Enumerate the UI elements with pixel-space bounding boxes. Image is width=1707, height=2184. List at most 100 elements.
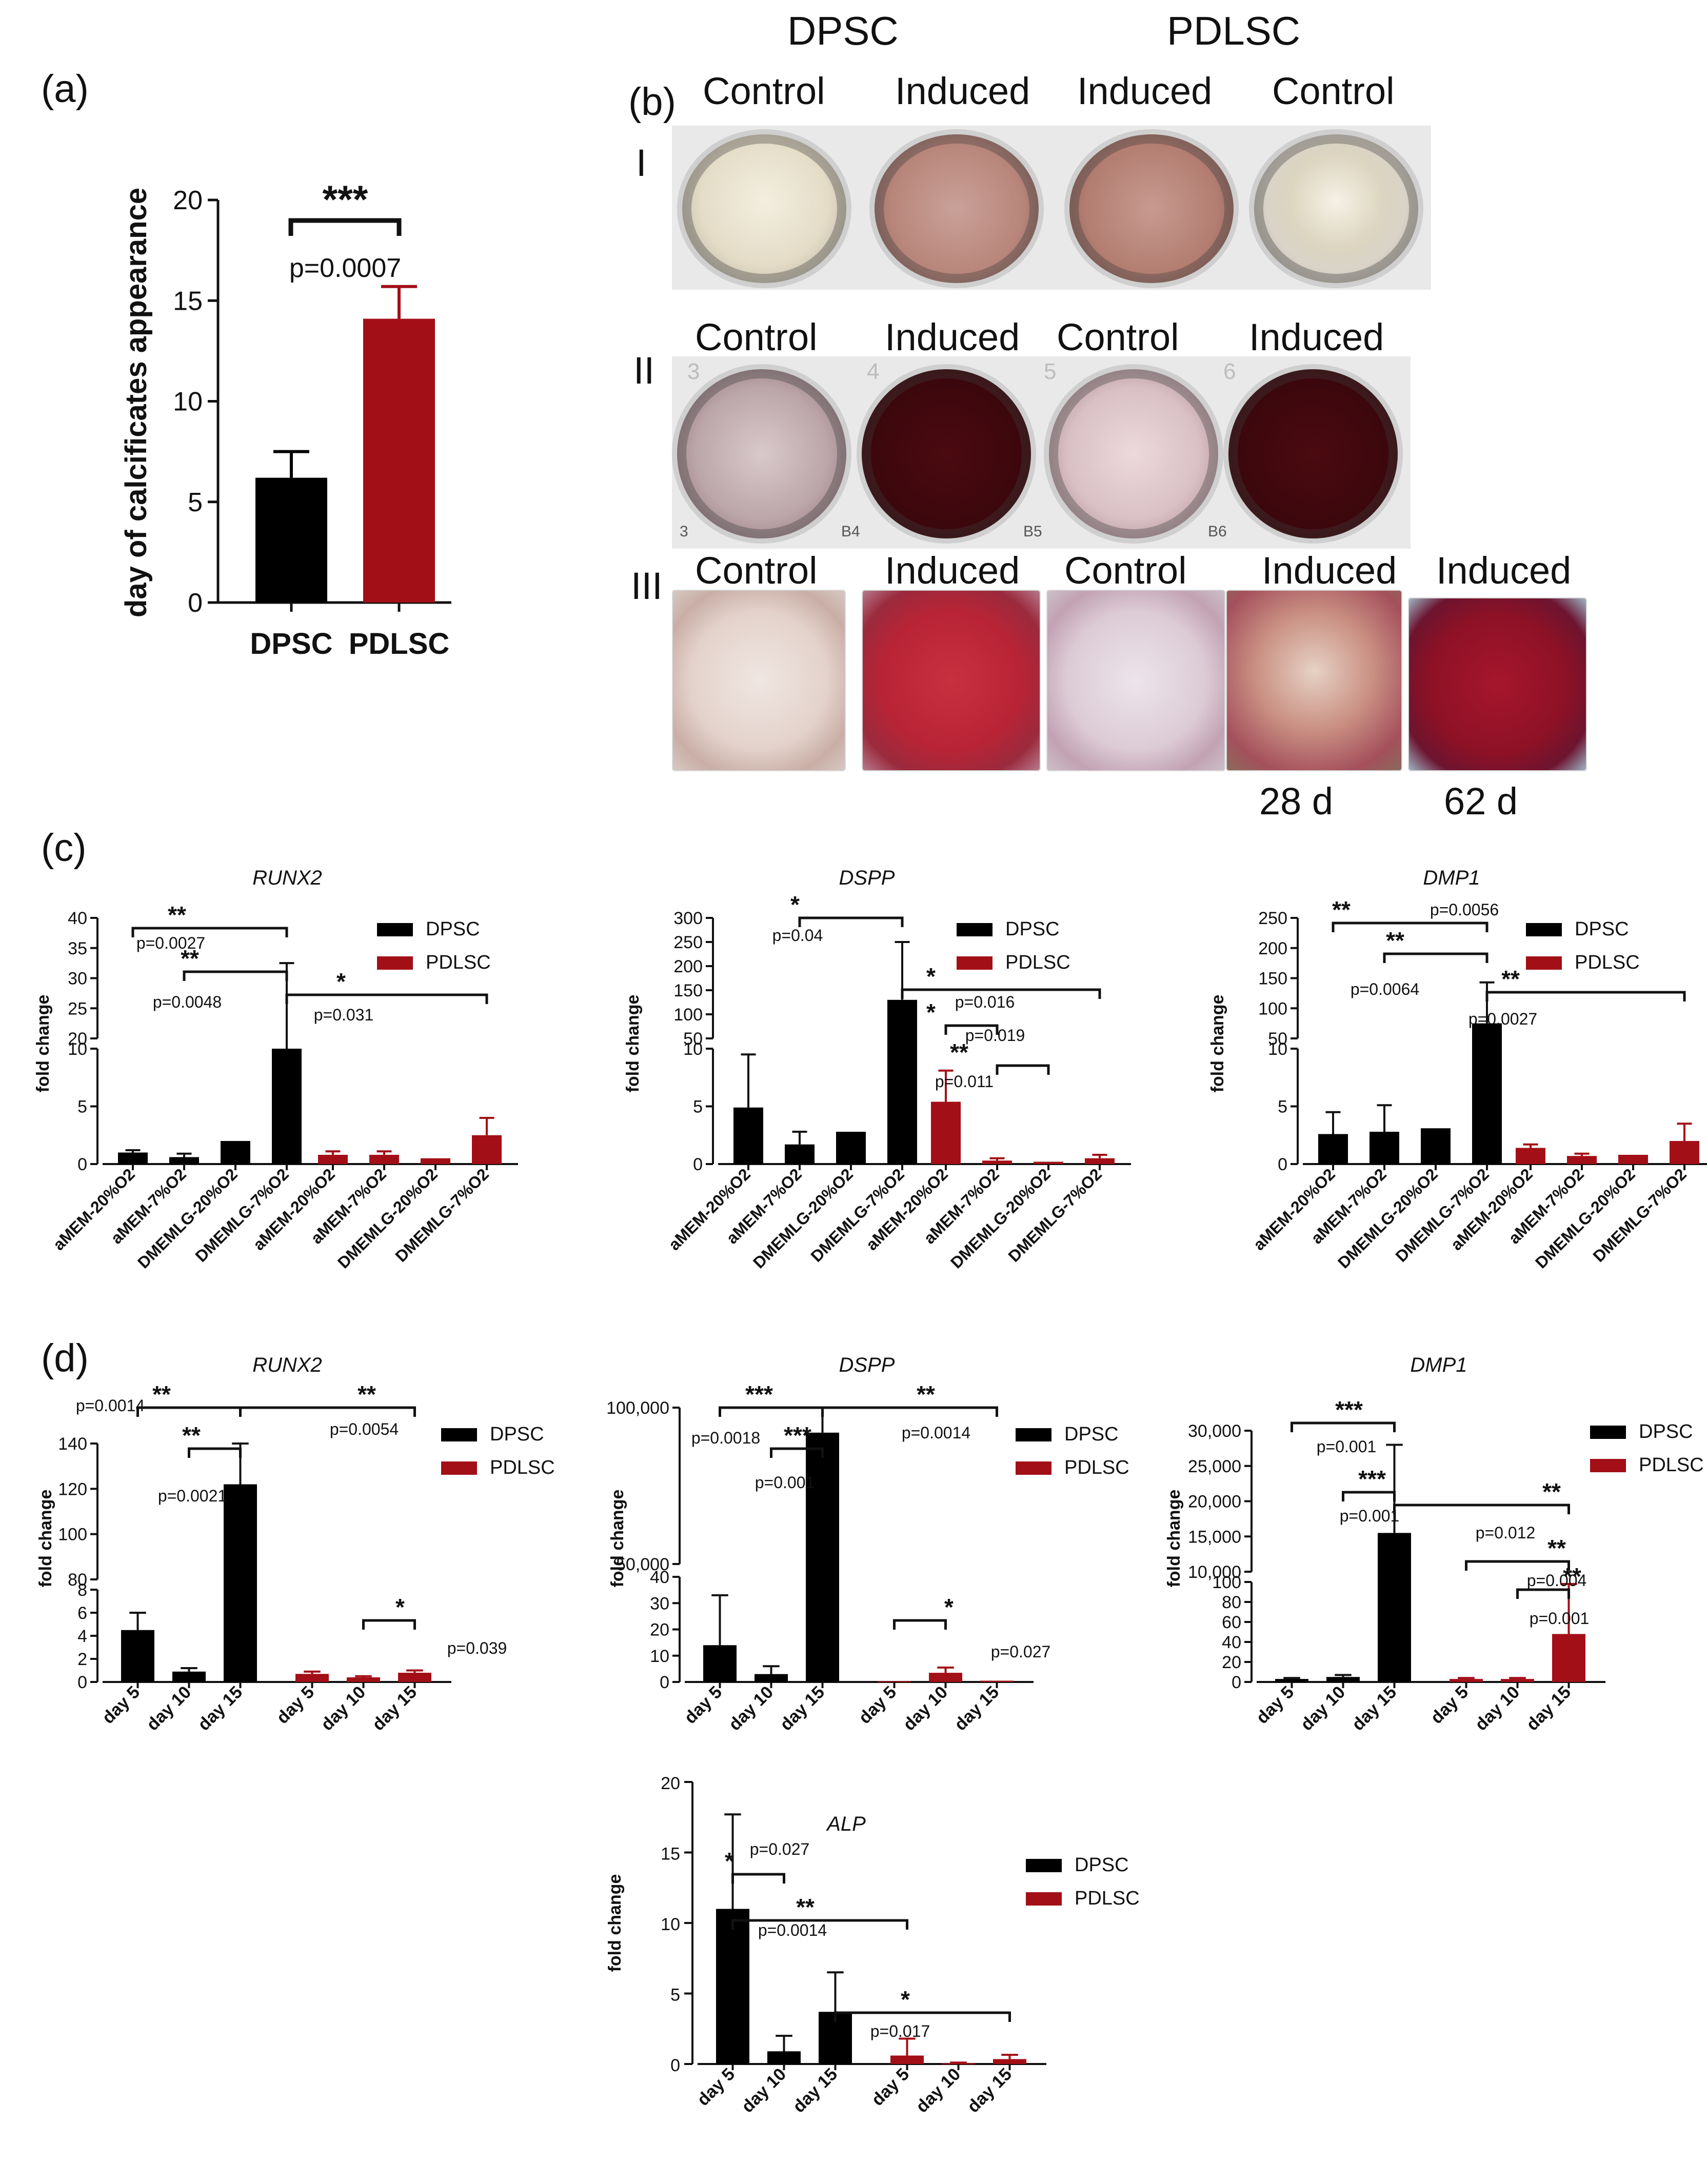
d-dmp1-ytick-label-high-4: 30,000 [1188, 1421, 1241, 1441]
d-dspp-title: DSPP [839, 1354, 895, 1376]
c-dmp1-bracket-1 [1383, 952, 1488, 963]
d-dmp1-ytick-label-high-3: 25,000 [1188, 1457, 1241, 1476]
d-dspp-bar-1 [755, 1674, 788, 1682]
a-ytick-label-4: 20 [173, 186, 203, 215]
d-dmp1-bar-2 [1378, 1533, 1411, 1682]
row3-label-1: Control [695, 549, 818, 592]
d-alp-bar-1 [767, 2051, 801, 2064]
c-dspp-errorbar-4 [938, 1069, 954, 1102]
well-row2-pdlsc-induced [1228, 369, 1398, 538]
d-dmp1-bracket-p-1: p=0.001 [1340, 1507, 1400, 1525]
d-dspp-bracket-p-1: p=0.001 [755, 1473, 815, 1492]
d-runx2-ytick-label-low-4: 8 [77, 1580, 87, 1600]
d-dmp1-bracket-p-0: p=0.001 [1317, 1437, 1377, 1456]
c-dmp1-xtick-label-7: DMEMLG-7%O2 [1590, 1165, 1690, 1265]
c-dmp1-errorbar-1 [1377, 1104, 1392, 1132]
plate-mark-5: 5 [1044, 359, 1057, 384]
row3-label-4: Induced [1262, 549, 1397, 592]
d-runx2-ytick-label-high-1: 100 [58, 1525, 87, 1545]
c-dmp1-errorbar-7 [1677, 1123, 1692, 1141]
c-dmp1-ytick-label-high-2: 150 [1258, 969, 1287, 989]
d-runx2-bracket-p-1: p=0.0021 [158, 1487, 227, 1505]
d-runx2-ytick-label-low-1: 2 [77, 1650, 87, 1669]
d-alp-xtick-label-2: day 15 [789, 2065, 841, 2117]
c-dmp1-ytick-label-low-0: 0 [1278, 1155, 1287, 1174]
d-dmp1-ytick-label-low-0: 0 [1232, 1673, 1241, 1692]
d-dspp-ytick-label-low-1: 10 [650, 1647, 669, 1666]
d-dmp1-xtick-label-1: day 10 [1297, 1682, 1349, 1735]
c-dspp-legend-label-1: PDLSC [1005, 952, 1070, 973]
c-runx2-bracket-p-1: p=0.0048 [153, 993, 222, 1011]
d-dmp1-bracket-1 [1342, 1491, 1396, 1501]
c-dspp-ytick-label-high-4: 250 [673, 933, 703, 952]
c-dspp-bracket-p-2: p=0.019 [965, 1026, 1025, 1045]
d-dspp-xtick-label-1: day 10 [725, 1682, 777, 1735]
d-alp-ytick-label-2: 10 [661, 1915, 680, 1934]
d-runx2-bar-4 [347, 1677, 380, 1682]
d-dspp-ytick-label-high-0: 50,000 [616, 1555, 669, 1574]
c-runx2-xtick-label-7: DMEMLG-7%O2 [392, 1165, 492, 1265]
d-alp-ytick-label-1: 5 [670, 1986, 680, 2005]
d-dmp1-bar-3 [1450, 1679, 1483, 1682]
header-pdlsc: PDLSC [1167, 8, 1301, 53]
d-alp-errorbar-4 [950, 2061, 967, 2064]
d-dmp1-ytick-label-low-4: 80 [1222, 1593, 1241, 1612]
d-runx2-ytick-label-high-3: 140 [58, 1434, 87, 1454]
a-bar-0 [255, 477, 327, 603]
d-runx2-ylabel: fold change [36, 1490, 55, 1588]
c-runx2-ylabel: fold change [33, 995, 53, 1093]
d-runx2-ytick-label-high-2: 120 [58, 1479, 87, 1499]
c-runx2-ytick-label-high-3: 35 [68, 939, 87, 958]
c-runx2-bracket-stars-0: ** [168, 901, 186, 928]
c-runx2-ytick-label-high-0: 20 [68, 1029, 87, 1049]
d-dspp-xtick-label-2: day 15 [776, 1682, 828, 1735]
d-runx2-xtick-label-4: day 10 [317, 1682, 369, 1735]
d-dspp-xtick-label-0: day 5 [681, 1682, 726, 1728]
d-dmp1-bracket-stars-3: ** [1547, 1535, 1566, 1561]
d-alp-bar-4 [942, 2063, 975, 2065]
d-alp-bar-5 [993, 2059, 1026, 2064]
a-ytick-label-1: 5 [188, 488, 203, 517]
plate-mark-b4: B4 [841, 523, 860, 540]
d-dmp1-xtick-label-4: day 10 [1471, 1682, 1523, 1735]
d-runx2-bar-3 [295, 1674, 329, 1682]
photo-row3-dpsc-control [672, 590, 846, 771]
c-dmp1-bracket-p-2: p=0.0027 [1468, 1010, 1537, 1028]
c-dmp1-bar-1 [1369, 1132, 1399, 1164]
well-row2-dpsc-control [677, 369, 846, 538]
d-alp-bracket-2 [834, 2011, 1011, 2022]
d-dmp1-ytick-label-low-1: 20 [1222, 1653, 1241, 1672]
d-dspp-ytick-label-low-3: 30 [650, 1594, 669, 1613]
d-alp-bar-3 [890, 2055, 924, 2064]
c-dmp1-bracket-p-0: p=0.0056 [1430, 900, 1499, 919]
c-dspp-bar-3 [887, 999, 917, 1164]
d-dmp1-ytick-label-high-0: 10,000 [1188, 1562, 1241, 1582]
d-runx2-legend-label-1: PDLSC [490, 1457, 555, 1478]
row1-label-2: Induced [895, 70, 1030, 112]
c-dmp1-bracket-2 [1485, 991, 1686, 1001]
d-dmp1-ytick-label-low-3: 60 [1222, 1613, 1241, 1632]
c-runx2-errorbar-0 [125, 1149, 141, 1153]
c-dspp-ytick-label-low-1: 5 [693, 1097, 703, 1117]
d-alp-bracket-stars-2: * [901, 1986, 910, 2013]
d-dspp-bracket-p-3: p=0.027 [991, 1642, 1051, 1661]
d-runx2-bracket-1 [188, 1447, 242, 1458]
d-runx2-bracket-0 [136, 1406, 242, 1417]
d-dmp1-bracket-4 [1516, 1588, 1570, 1599]
c-dmp1-bracket-stars-1: ** [1386, 927, 1404, 954]
c-runx2-legend-label-1: PDLSC [426, 952, 491, 973]
d-runx2-legend-label-0: DPSC [490, 1424, 544, 1445]
c-dspp-ytick-label-low-2: 10 [683, 1039, 703, 1059]
panel-letter-b: (b) [628, 80, 676, 124]
d-runx2-errorbar-3 [304, 1670, 321, 1674]
c-dmp1-legend-label-0: DPSC [1575, 918, 1629, 940]
panel-letter-d: (d) [41, 1336, 89, 1380]
d-dspp-ylabel: fold change [608, 1490, 627, 1588]
d-runx2-errorbar-0 [129, 1612, 146, 1630]
c-dmp1-bar-3 [1472, 1023, 1502, 1164]
plate-mark-3: 3 [687, 359, 700, 384]
d-dmp1-bar-4 [1501, 1679, 1534, 1682]
c-runx2-bracket-p-0: p=0.0027 [136, 934, 205, 952]
c-dspp-bar-7 [1085, 1158, 1115, 1164]
a-ytick-label-3: 15 [173, 286, 203, 316]
